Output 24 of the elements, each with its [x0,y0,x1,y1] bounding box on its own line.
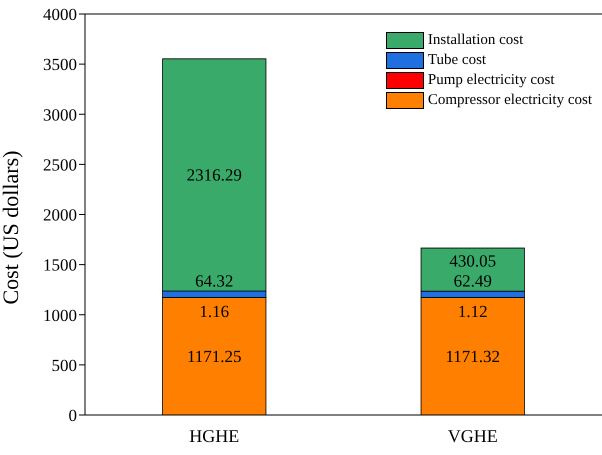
y-tick-label: 3000 [43,105,77,124]
y-tick-label: 4000 [43,5,77,24]
data-label: 430.05 [449,252,496,271]
legend-label: Pump electricity cost [428,72,555,88]
x-tick-label: HGHE [189,426,240,446]
data-label: 2316.29 [186,165,242,184]
y-tick-label: 0 [68,406,77,426]
legend-label: Installation cost [428,32,524,48]
legend-label: Tube cost [428,52,486,68]
y-tick-label: 1500 [43,256,77,275]
legend-label: Compressor electricity cost [428,92,592,108]
data-label: 1.16 [199,302,230,322]
y-axis-title: Cost (US dollars) [0,150,23,304]
y-tick-label: 500 [52,356,77,375]
data-label: 1.12 [458,302,488,322]
data-label: 62.49 [454,272,492,291]
x-tick-label: VGHE [448,426,498,446]
data-label: 64.32 [195,272,234,291]
y-tick-label: 2000 [43,206,77,225]
y-tick-label: 3500 [43,55,77,74]
y-tick-label: 1000 [43,306,77,325]
y-tick-label: 2500 [43,155,77,174]
data-label: 1171.32 [445,346,500,366]
data-label: 1171.25 [186,346,242,366]
